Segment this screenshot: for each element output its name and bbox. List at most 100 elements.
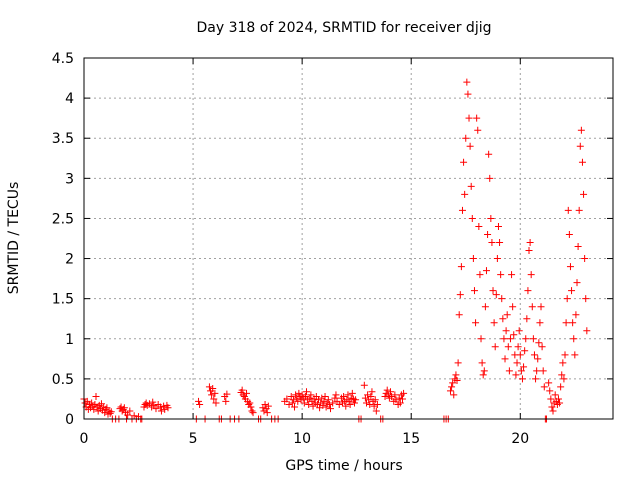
data-point bbox=[571, 351, 579, 359]
data-point bbox=[371, 396, 379, 404]
data-point bbox=[450, 391, 458, 399]
data-point bbox=[319, 401, 327, 409]
data-point bbox=[499, 315, 507, 323]
data-point bbox=[472, 319, 480, 327]
data-point bbox=[196, 401, 204, 409]
data-point bbox=[493, 255, 501, 263]
data-point bbox=[479, 371, 487, 379]
data-point bbox=[348, 389, 356, 397]
data-point bbox=[261, 401, 269, 409]
data-point bbox=[212, 399, 220, 407]
grid-lines bbox=[84, 58, 613, 419]
data-point bbox=[563, 295, 571, 303]
data-point bbox=[496, 239, 504, 247]
data-point bbox=[514, 343, 522, 351]
data-point bbox=[575, 206, 583, 214]
x-tick-label: 10 bbox=[293, 431, 311, 447]
axis-ticks bbox=[83, 57, 613, 420]
data-point bbox=[205, 383, 213, 391]
data-point bbox=[293, 394, 301, 402]
data-point bbox=[549, 407, 557, 415]
data-point bbox=[295, 389, 303, 397]
y-tick-label: 2.5 bbox=[52, 211, 74, 227]
data-point bbox=[466, 142, 474, 150]
data-point bbox=[106, 409, 114, 417]
data-point bbox=[243, 389, 251, 397]
data-point bbox=[528, 303, 536, 311]
data-point bbox=[546, 387, 554, 395]
data-point bbox=[554, 395, 562, 403]
data-point bbox=[512, 371, 520, 379]
data-point bbox=[476, 271, 484, 279]
data-point bbox=[102, 405, 110, 413]
y-axis-label: SRMTID / TECUs bbox=[6, 182, 22, 295]
data-point bbox=[487, 214, 495, 222]
data-point bbox=[497, 271, 505, 279]
data-point bbox=[391, 391, 399, 399]
data-point bbox=[566, 263, 574, 271]
data-point bbox=[342, 402, 350, 410]
data-point bbox=[508, 271, 516, 279]
data-point bbox=[504, 343, 512, 351]
data-point bbox=[101, 409, 109, 417]
y-tick-label: 3 bbox=[65, 171, 74, 187]
data-point bbox=[534, 355, 542, 363]
data-point bbox=[478, 359, 486, 367]
data-point bbox=[92, 393, 100, 401]
data-point bbox=[539, 367, 547, 375]
data-point bbox=[467, 182, 475, 190]
y-tick-label: 1.5 bbox=[52, 292, 74, 308]
data-point bbox=[307, 391, 315, 399]
data-point bbox=[283, 395, 291, 403]
x-tick-labels: 0 5 10 15 20 bbox=[80, 431, 530, 447]
data-point bbox=[516, 351, 524, 359]
x-axis-label: GPS time / hours bbox=[285, 458, 402, 474]
data-point bbox=[560, 375, 568, 383]
data-point bbox=[488, 239, 496, 247]
data-point bbox=[523, 315, 531, 323]
data-point bbox=[569, 319, 577, 327]
data-point bbox=[386, 388, 394, 396]
data-point bbox=[520, 363, 528, 371]
data-point bbox=[223, 390, 231, 398]
data-point bbox=[490, 319, 498, 327]
data-point bbox=[477, 335, 485, 343]
data-point bbox=[498, 295, 506, 303]
data-point bbox=[298, 391, 306, 399]
data-point bbox=[332, 391, 340, 399]
data-point bbox=[577, 126, 585, 134]
data-point bbox=[211, 389, 219, 397]
data-point bbox=[538, 343, 546, 351]
data-point bbox=[288, 399, 296, 407]
data-point bbox=[222, 397, 230, 405]
data-point bbox=[572, 311, 580, 319]
data-point bbox=[470, 287, 478, 295]
data-point bbox=[370, 402, 378, 410]
data-point bbox=[324, 396, 332, 404]
data-point bbox=[209, 385, 217, 393]
data-point bbox=[289, 396, 297, 404]
data-point bbox=[558, 371, 566, 379]
data-point bbox=[329, 399, 337, 407]
data-point bbox=[454, 359, 462, 367]
data-point bbox=[485, 150, 493, 158]
data-point bbox=[152, 405, 160, 413]
data-point bbox=[248, 407, 256, 415]
data-point bbox=[561, 351, 569, 359]
data-point bbox=[489, 287, 497, 295]
data-point bbox=[208, 391, 216, 399]
data-point bbox=[346, 401, 354, 409]
data-point bbox=[238, 386, 246, 394]
data-point bbox=[372, 407, 380, 415]
data-point bbox=[468, 214, 476, 222]
data-point bbox=[506, 335, 514, 343]
x-tick-label: 5 bbox=[189, 431, 198, 447]
data-point bbox=[446, 387, 454, 395]
data-point bbox=[494, 222, 502, 230]
data-point bbox=[453, 376, 461, 384]
data-point bbox=[161, 405, 169, 413]
data-point bbox=[367, 393, 375, 401]
data-point bbox=[580, 190, 588, 198]
data-point bbox=[107, 408, 115, 416]
